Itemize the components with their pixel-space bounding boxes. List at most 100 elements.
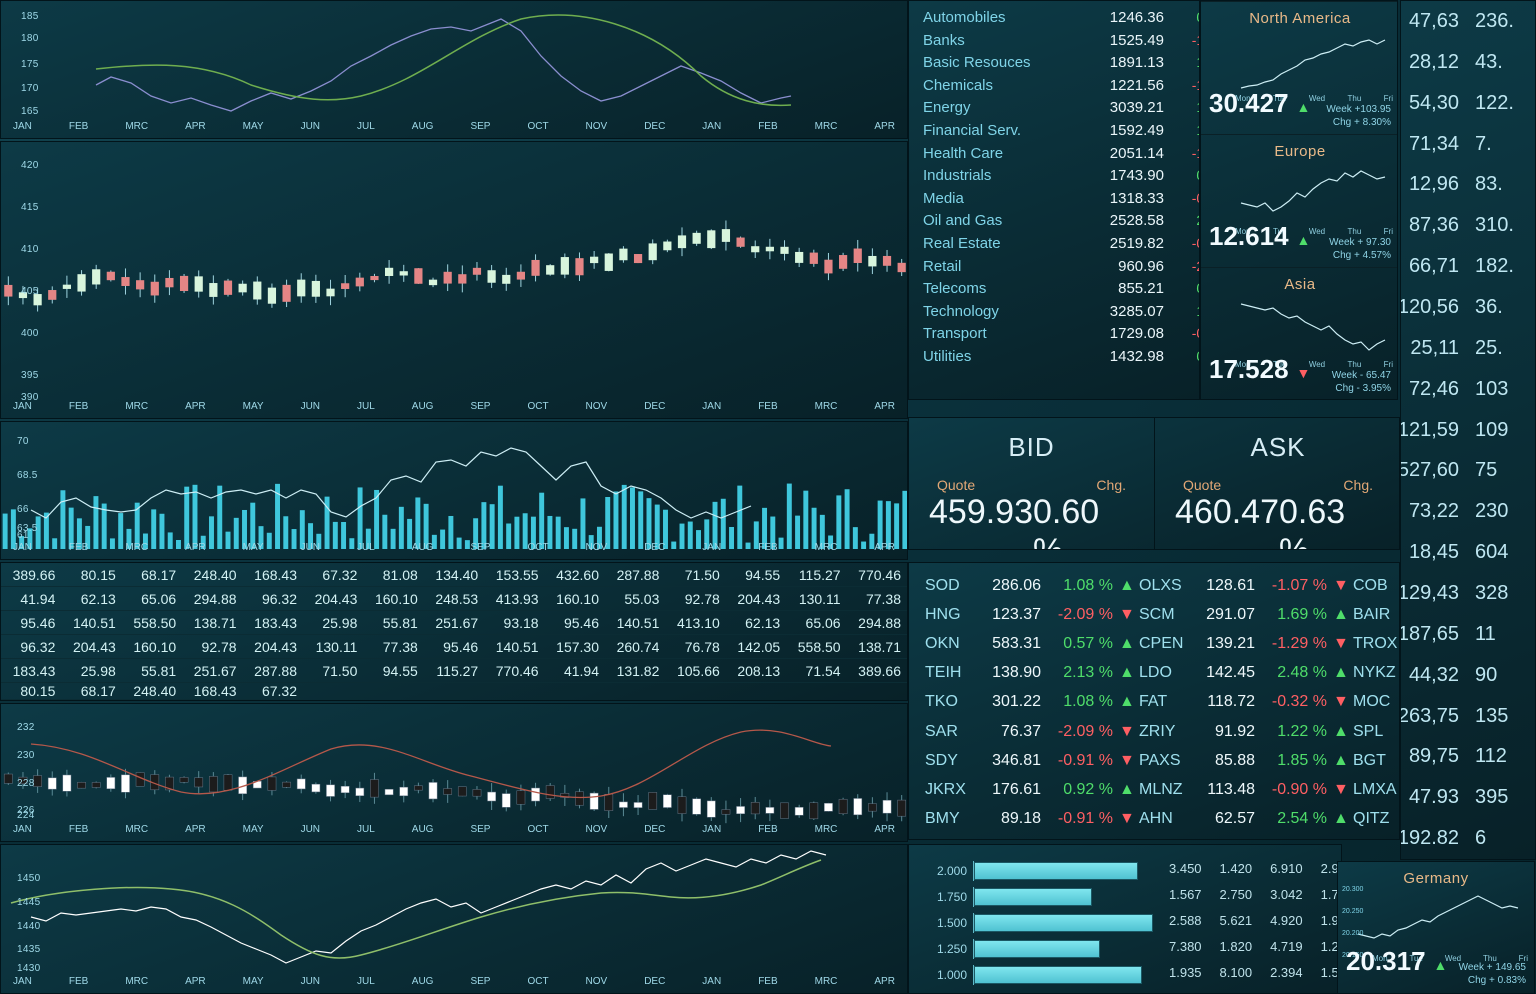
ticker-cell[interactable]: BMY 89.18 -0.91 % ▼ — [925, 810, 1133, 829]
sector-row[interactable]: Real Estate 2519.82 -0.68 % — [923, 235, 1185, 258]
ticker-cell[interactable]: SAR 76.37 -2.09 % ▼ — [925, 723, 1133, 742]
ticker-cell[interactable]: OKN 583.31 0.57 % ▲ — [925, 635, 1133, 654]
ticker-cell[interactable]: MOC 165.36 -1.18 % ▼ — [1353, 693, 1400, 712]
ticker-cell[interactable]: TKO 301.22 1.08 % ▲ — [925, 693, 1133, 712]
region-trend-icon-0: ▲ — [1297, 99, 1311, 115]
sector-row[interactable]: Basic Resouces 1891.13 1.99 % — [923, 54, 1185, 77]
region-trend-icon-2: ▼ — [1297, 365, 1311, 381]
ticker-cell[interactable]: TROX 178.96 -0.58 % ▼ — [1353, 635, 1400, 654]
sector-row[interactable]: Industrials 1743.90 0.51 % — [923, 167, 1185, 190]
sector-row[interactable]: Chemicals 1221.56 -1.09 % — [923, 77, 1185, 100]
bar-row[interactable]: 1.250 — [923, 939, 1100, 959]
ticker-cell[interactable]: QITZ 266.43 0.98 % ▲ — [1353, 810, 1400, 829]
sector-table-panel[interactable]: Automobiles 1246.36 0.92 % Banks 1525.49 … — [908, 0, 1200, 400]
line-chart-panel-bottom[interactable]: 1450 1445 1440 1435 1430 JAN FEB MRC APR MAY… — [0, 844, 908, 994]
numeric-data-grid-panel[interactable]: 389.66 80.15 68.17 248.40 168.43 67.32 81.08 13… — [0, 562, 908, 701]
region-charts-panel[interactable]: North America Mon Tue Wed Thu Fri 30.427 ▲ W… — [1200, 0, 1398, 400]
candlestick-chart-panel-main[interactable]: 420 415 410 405 400 395 390 JAN FEB MRC APR… — [0, 141, 908, 419]
ticker-cell[interactable]: BGT 55.49 -1.45 % ▼ — [1353, 752, 1400, 771]
edge-value-left: 87,36 — [1401, 205, 1469, 246]
sector-row[interactable]: Retail 960.96 -2.15 % — [923, 258, 1185, 281]
candlestick-chart-panel-lower[interactable]: 232 230 228 226 224 JAN FEB MRC APR MAY JUN JU… — [0, 703, 908, 842]
sector-row[interactable]: Banks 1525.49 -1.33 % — [923, 32, 1185, 55]
sector-row[interactable]: Financial Serv. 1592.49 1.30 % — [923, 122, 1185, 145]
bar-value-4[interactable] — [974, 966, 1142, 984]
numeric-cell: 204.43 — [61, 635, 121, 659]
region-box-north-america[interactable]: North America Mon Tue Wed Thu Fri 30.427 ▲ W… — [1201, 1, 1398, 135]
sector-table: Automobiles 1246.36 0.92 % Banks 1525.49 … — [923, 9, 1185, 371]
ticker-cell[interactable]: SCM 291.07 1.69 % ▲ — [1139, 606, 1347, 625]
bar-value-2[interactable] — [974, 914, 1153, 932]
numeric-cell: 157.30 — [545, 635, 605, 659]
ticker-cell[interactable]: FAT 118.72 -0.32 % ▼ — [1139, 693, 1347, 712]
sector-row[interactable]: Energy 3039.21 1.88 % — [923, 99, 1185, 122]
ticker-cell[interactable]: ZRIY 91.92 1.22 % ▲ — [1139, 723, 1347, 742]
bid-box[interactable]: BID Quote Chg. 459.93 0.60 % Size 282 — [909, 418, 1155, 549]
ticker-cell[interactable]: LMXA 129.24 1.43 % ▲ — [1353, 781, 1400, 800]
ticker-cell[interactable]: MLNZ 113.48 -0.90 % ▼ — [1139, 781, 1347, 800]
bar-row[interactable]: 1.000 — [923, 965, 1142, 985]
sector-row[interactable]: Automobiles 1246.36 0.92 % — [923, 9, 1185, 32]
numeric-cell: 140.51 — [484, 635, 544, 659]
numeric-cell: 55.81 — [363, 611, 423, 635]
ticker-cell[interactable]: SPL 275.75 1.87 % ▲ — [1353, 723, 1400, 742]
ticker-cell[interactable]: BAIR 439.16 2.22 % ▲ — [1353, 606, 1400, 625]
ticker-cell[interactable]: CPEN 139.21 -1.29 % ▼ — [1139, 635, 1347, 654]
sector-row[interactable]: Oil and Gas 2528.58 2.24 % — [923, 212, 1185, 235]
numeric-cell: 96.32 — [1, 635, 61, 659]
bar-row[interactable]: 1.750 — [923, 887, 1092, 907]
numeric-cell: 76.78 — [665, 635, 725, 659]
sector-row[interactable]: Transport 1729.08 -0.91 % — [923, 325, 1185, 348]
sector-row[interactable]: Media 1318.33 -0.84 % — [923, 190, 1185, 213]
sector-row[interactable]: Health Care 2051.14 -1.18 % — [923, 145, 1185, 168]
ticker-cell[interactable]: COB 49.65 1.08 % ▲ — [1353, 577, 1400, 596]
ticker-cell[interactable]: JKRX 176.61 0.92 % ▲ — [925, 781, 1133, 800]
line-chart-panel-top[interactable]: 185 180 175 170 165 JAN FEB MRC APR MAY JUN JU… — [0, 0, 908, 139]
edge-value-right: 25. — [1469, 328, 1536, 369]
numeric-cell: 183.43 — [1, 659, 61, 683]
sector-row[interactable]: Telecoms 855.21 0.70 % — [923, 280, 1185, 303]
numeric-cell: 208.13 — [726, 659, 786, 683]
numeric-cell: 168.43 — [182, 683, 242, 700]
numeric-cell: 153.55 — [484, 563, 544, 587]
ticker-cell[interactable]: NYKZ 859.93 2.13 % ▲ — [1353, 664, 1400, 683]
bar-value-1[interactable] — [974, 888, 1092, 906]
ticker-cell[interactable]: OLXS 128.61 -1.07 % ▼ — [1139, 577, 1347, 596]
numeric-cell: 251.67 — [424, 611, 484, 635]
edge-value-left: 73,22 — [1401, 491, 1469, 532]
region-box-asia[interactable]: Asia Mon Tue Wed Thu Fri 17.528 ▼ Week - 65.… — [1201, 267, 1398, 400]
bar-row[interactable]: 2.000 — [923, 861, 1138, 881]
bar-value-0[interactable] — [974, 862, 1138, 880]
region-box-europe[interactable]: Europe Mon Tue Wed Thu Fri 12.614 ▲ Week + 9… — [1201, 134, 1398, 268]
edge-value-right: 230 — [1469, 491, 1536, 532]
ticker-cell[interactable]: TEIH 138.90 2.13 % ▲ — [925, 664, 1133, 683]
sector-row[interactable]: Technology 3285.07 1.21 % — [923, 303, 1185, 326]
ticker-cell[interactable]: SDY 346.81 -0.91 % ▼ — [925, 752, 1133, 771]
numeric-cell: 41.94 — [545, 659, 605, 683]
bid-ask-panel[interactable]: BID Quote Chg. 459.93 0.60 % Size 282 AS… — [908, 417, 1400, 550]
numeric-cell: 81.08 — [363, 563, 423, 587]
line-bar-chart-panel[interactable]: 70 68.5 66 63.5 61 JAN FEB MRC APR MAY JUN JUL… — [0, 421, 908, 560]
ticker-cell[interactable]: SOD 286.06 1.08 % ▲ — [925, 577, 1133, 596]
ticker-cell[interactable]: PAXS 85.88 1.85 % ▲ — [1139, 752, 1347, 771]
ticker-cell[interactable]: LDO 142.45 2.48 % ▲ — [1139, 664, 1347, 683]
edge-value-left: 47.93 — [1401, 777, 1469, 818]
ticker-grid-panel[interactable]: SOD 286.06 1.08 % ▲ OLXS 128.61 -1.07 % ▼… — [908, 562, 1400, 840]
bar-right-numbers-4: 1.9358.1002.3941.540 — [1169, 965, 1342, 980]
edge-number-panel[interactable]: 47,63 28,12 54,30 71,34 12,96 87,36 66,71 120,5… — [1400, 0, 1536, 860]
bar-value-3[interactable] — [974, 940, 1100, 958]
sector-row[interactable]: Utilities 1432.98 0.30 % — [923, 348, 1185, 371]
ticker-grid: SOD 286.06 1.08 % ▲ OLXS 128.61 -1.07 % ▼… — [925, 577, 1383, 829]
numeric-cell: 95.46 — [424, 635, 484, 659]
ticker-cell[interactable]: AHN 62.57 2.54 % ▲ — [1139, 810, 1347, 829]
bar-row[interactable]: 1.500 — [923, 913, 1153, 933]
ask-label: ASK — [1155, 432, 1400, 463]
numeric-cell: 287.88 — [243, 659, 303, 683]
region-box-germany[interactable]: Germany 20.300 20.250 20.200 20.150 Mon Tue W… — [1337, 861, 1535, 994]
numeric-cell: 67.32 — [303, 563, 363, 587]
edge-value-left: 18,45 — [1401, 532, 1469, 573]
ask-box[interactable]: ASK Quote Chg. 460.47 0.63 % Size 201 — [1155, 418, 1400, 549]
ticker-cell[interactable]: HNG 123.37 -2.09 % ▼ — [925, 606, 1133, 625]
